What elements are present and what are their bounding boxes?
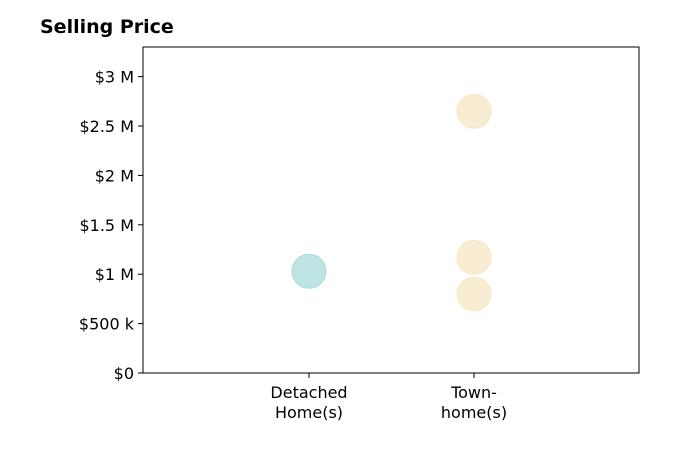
chart-title: Selling Price <box>40 16 174 38</box>
x-tick-label: Detached Home(s) <box>270 383 347 422</box>
data-point <box>291 253 327 289</box>
y-tick-label: $2 M <box>95 166 134 185</box>
y-tick-label: $500 k <box>79 315 135 334</box>
y-tick-label: $0 <box>114 364 134 383</box>
data-point <box>456 239 492 275</box>
x-tick-label: Town-home(s) <box>441 383 507 422</box>
y-tick-label: $1.5 M <box>79 216 134 235</box>
plot-frame <box>142 46 640 374</box>
data-point <box>456 93 492 129</box>
y-tick-label: $1 M <box>95 265 134 284</box>
y-tick-label: $3 M <box>95 68 134 87</box>
y-tick-label: $2.5 M <box>79 117 134 136</box>
data-point <box>456 276 492 312</box>
